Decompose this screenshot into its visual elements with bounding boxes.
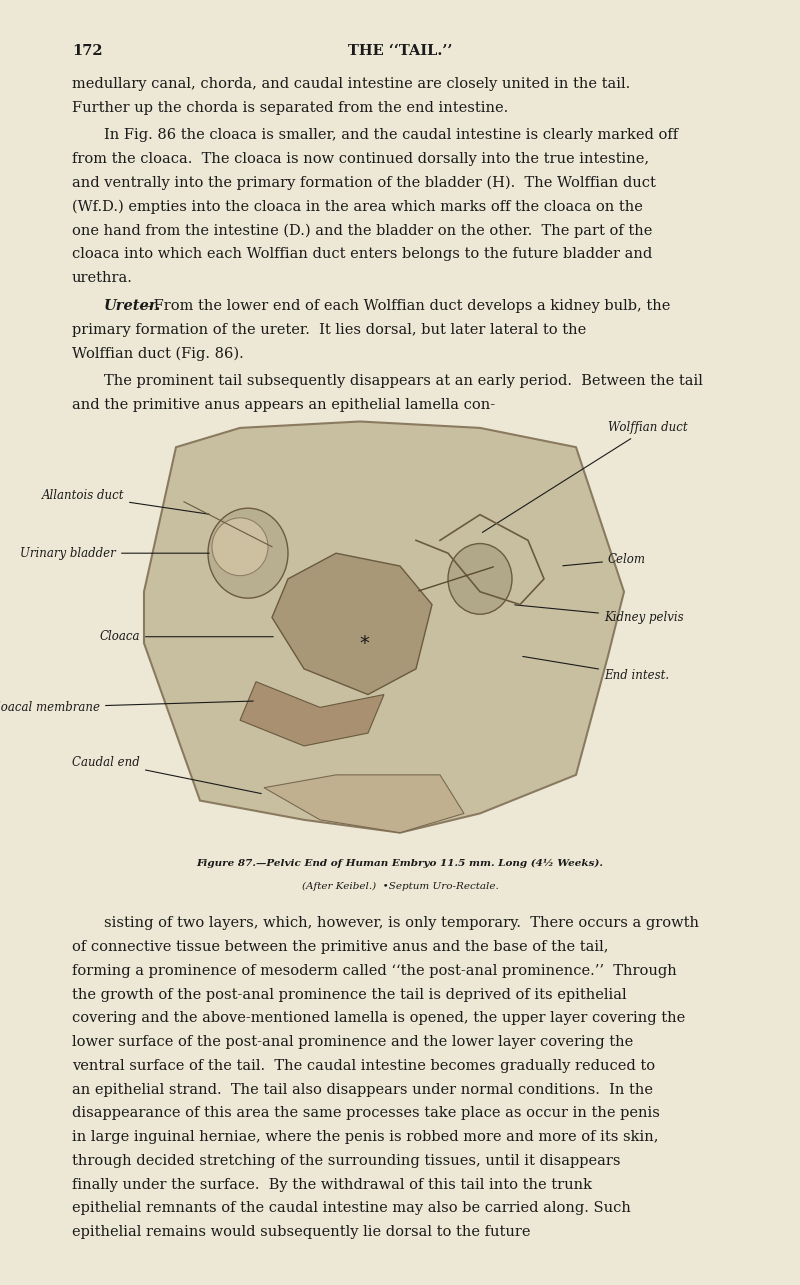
- Text: Wolffian duct (Fig. 86).: Wolffian duct (Fig. 86).: [72, 346, 244, 361]
- Text: Cloacal membrane: Cloacal membrane: [0, 700, 254, 714]
- Text: in large inguinal herniae, where the penis is robbed more and more of its skin,: in large inguinal herniae, where the pen…: [72, 1130, 658, 1144]
- Ellipse shape: [208, 508, 288, 598]
- Text: In Fig. 86 the cloaca is smaller, and the caudal intestine is clearly marked off: In Fig. 86 the cloaca is smaller, and th…: [104, 128, 678, 143]
- Text: *: *: [359, 634, 369, 653]
- Text: Kidney pelvis: Kidney pelvis: [514, 605, 684, 625]
- Text: Celom: Celom: [562, 553, 646, 567]
- Text: of connective tissue between the primitive anus and the base of the tail,: of connective tissue between the primiti…: [72, 939, 609, 953]
- Text: Caudal end: Caudal end: [72, 756, 262, 794]
- Text: ventral surface of the tail.  The caudal intestine becomes gradually reduced to: ventral surface of the tail. The caudal …: [72, 1059, 655, 1073]
- Text: cloaca into which each Wolffian duct enters belongs to the future bladder and: cloaca into which each Wolffian duct ent…: [72, 247, 652, 261]
- Polygon shape: [272, 553, 432, 694]
- Text: from the cloaca.  The cloaca is now continued dorsally into the true intestine,: from the cloaca. The cloaca is now conti…: [72, 152, 649, 166]
- Polygon shape: [264, 775, 464, 833]
- Ellipse shape: [448, 544, 512, 614]
- Text: forming a prominence of mesoderm called ‘‘the post-anal prominence.’’  Through: forming a prominence of mesoderm called …: [72, 964, 677, 978]
- Text: (Wf.D.) empties into the cloaca in the area which marks off the cloaca on the: (Wf.D.) empties into the cloaca in the a…: [72, 199, 643, 215]
- Text: The prominent tail subsequently disappears at an early period.  Between the tail: The prominent tail subsequently disappea…: [104, 374, 703, 388]
- Text: and the primitive anus appears an epithelial lamella con-: and the primitive anus appears an epithe…: [72, 397, 495, 411]
- Text: the growth of the post-anal prominence the tail is deprived of its epithelial: the growth of the post-anal prominence t…: [72, 987, 626, 1001]
- Text: 172: 172: [72, 44, 102, 58]
- Text: Further up the chorda is separated from the end intestine.: Further up the chorda is separated from …: [72, 100, 508, 114]
- Text: finally under the surface.  By the withdrawal of this tail into the trunk: finally under the surface. By the withdr…: [72, 1177, 592, 1191]
- Text: Urinary bladder: Urinary bladder: [20, 546, 210, 560]
- Text: (After Keibel.)  •Septum Uro-Rectale.: (After Keibel.) •Septum Uro-Rectale.: [302, 882, 498, 891]
- Text: epithelial remains would subsequently lie dorsal to the future: epithelial remains would subsequently li…: [72, 1225, 530, 1239]
- Text: primary formation of the ureter.  It lies dorsal, but later lateral to the: primary formation of the ureter. It lies…: [72, 323, 586, 337]
- Text: —From the lower end of each Wolffian duct develops a kidney bulb, the: —From the lower end of each Wolffian duc…: [138, 298, 670, 312]
- Polygon shape: [144, 421, 624, 833]
- Text: epithelial remnants of the caudal intestine may also be carried along. Such: epithelial remnants of the caudal intest…: [72, 1201, 631, 1216]
- Text: Figure 87.—Pelvic End of Human Embryo 11.5 mm. Long (4½ Weeks).: Figure 87.—Pelvic End of Human Embryo 11…: [197, 858, 603, 867]
- Text: Cloaca: Cloaca: [99, 630, 274, 644]
- Text: End intest.: End intest.: [522, 657, 669, 682]
- Ellipse shape: [212, 518, 268, 576]
- Text: sisting of two layers, which, however, is only temporary.  There occurs a growth: sisting of two layers, which, however, i…: [104, 916, 699, 930]
- Text: Wolffian duct: Wolffian duct: [482, 421, 688, 532]
- Text: an epithelial strand.  The tail also disappears under normal conditions.  In the: an epithelial strand. The tail also disa…: [72, 1082, 653, 1096]
- Text: urethra.: urethra.: [72, 271, 133, 285]
- Text: Allantois duct: Allantois duct: [42, 488, 210, 514]
- Text: covering and the above-mentioned lamella is opened, the upper layer covering the: covering and the above-mentioned lamella…: [72, 1011, 686, 1025]
- Text: one hand from the intestine (D.) and the bladder on the other.  The part of the: one hand from the intestine (D.) and the…: [72, 224, 652, 238]
- Text: disappearance of this area the same processes take place as occur in the penis: disappearance of this area the same proc…: [72, 1106, 660, 1121]
- Text: medullary canal, chorda, and caudal intestine are closely united in the tail.: medullary canal, chorda, and caudal inte…: [72, 77, 630, 91]
- Text: lower surface of the post-anal prominence and the lower layer covering the: lower surface of the post-anal prominenc…: [72, 1034, 634, 1049]
- Text: THE ‘‘TAIL.’’: THE ‘‘TAIL.’’: [348, 44, 452, 58]
- Text: and ventrally into the primary formation of the bladder (H).  The Wolffian duct: and ventrally into the primary formation…: [72, 176, 656, 190]
- Text: Ureter.: Ureter.: [104, 298, 162, 312]
- Text: through decided stretching of the surrounding tissues, until it disappears: through decided stretching of the surrou…: [72, 1154, 621, 1168]
- Polygon shape: [240, 681, 384, 745]
